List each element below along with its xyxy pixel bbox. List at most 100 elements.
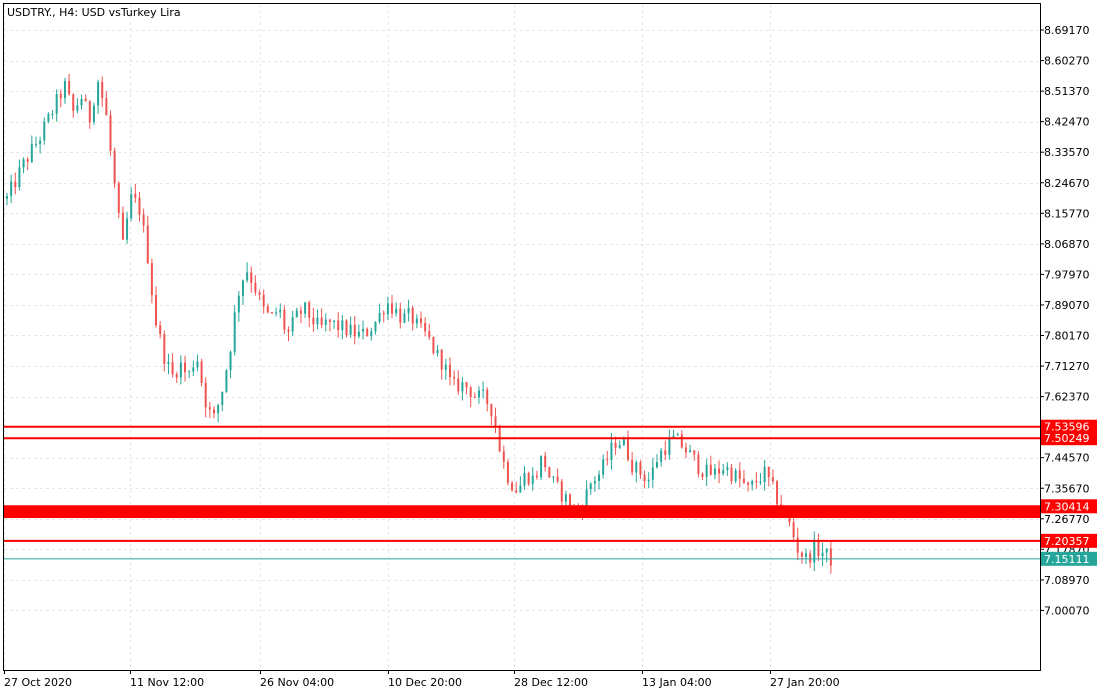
candle [506, 459, 509, 486]
candle [829, 541, 832, 574]
candle [709, 455, 712, 476]
candle [742, 470, 745, 485]
candle [544, 451, 547, 472]
candle [556, 468, 559, 484]
candle [171, 353, 174, 378]
candle [535, 470, 538, 480]
candle [382, 310, 385, 323]
candle [126, 211, 129, 244]
candle [246, 262, 249, 283]
candle [254, 275, 257, 296]
candle [490, 403, 493, 426]
candle [713, 463, 716, 480]
y-tick-label: 8.60270 [1044, 55, 1090, 68]
candle [130, 187, 133, 222]
candle [465, 381, 468, 395]
candle [738, 462, 741, 488]
candle [92, 102, 95, 125]
y-tick-label: 8.51370 [1044, 85, 1090, 98]
support-resistance-levels[interactable] [4, 425, 1040, 560]
candle [316, 309, 319, 330]
candle [155, 286, 158, 328]
candle [146, 215, 149, 265]
candle [527, 471, 530, 486]
level-price-tag: 7.30414 [1041, 499, 1097, 514]
candle [411, 305, 414, 331]
candle [179, 355, 182, 385]
candle [407, 299, 410, 322]
candle [241, 279, 244, 305]
candle [378, 303, 381, 324]
y-tick-label: 7.97970 [1044, 268, 1090, 281]
candlesticks [6, 73, 832, 574]
candle [448, 357, 451, 386]
candle [287, 326, 290, 342]
candle [18, 159, 21, 191]
candle [792, 517, 795, 541]
candle [109, 110, 112, 156]
candle [747, 481, 750, 492]
level-price-tag: 7.53596 [1041, 419, 1097, 434]
candle [477, 386, 480, 404]
y-tick-label: 7.89070 [1044, 299, 1090, 312]
candle [221, 391, 224, 412]
candle [399, 302, 402, 329]
candle [30, 135, 33, 164]
candle [138, 191, 141, 222]
svg-text:7.20357: 7.20357 [1044, 535, 1090, 548]
candle [295, 307, 298, 318]
candle [589, 482, 592, 495]
candle [208, 401, 211, 418]
candle [279, 303, 282, 319]
candle [192, 360, 195, 377]
candle [461, 377, 464, 401]
candle [759, 473, 762, 486]
candle [639, 460, 642, 480]
candle [217, 403, 220, 423]
resistance-zone[interactable] [4, 506, 1040, 519]
candle [672, 429, 675, 439]
candle [304, 301, 307, 318]
candle [22, 157, 25, 174]
candle [523, 466, 526, 490]
y-tick-label: 8.24670 [1044, 177, 1090, 190]
candle [43, 117, 46, 145]
y-tick-label: 8.69170 [1044, 24, 1090, 37]
candle [432, 336, 435, 355]
candle [386, 296, 389, 321]
candle [718, 460, 721, 484]
candle [730, 463, 733, 485]
candle [701, 472, 704, 481]
candle [97, 79, 100, 114]
y-tick-label: 8.42470 [1044, 116, 1090, 129]
candle [362, 320, 365, 340]
plot-frame [3, 3, 1041, 671]
candle [258, 289, 261, 301]
candle [250, 266, 253, 293]
candle [424, 317, 427, 337]
candle [34, 136, 37, 148]
candle [370, 327, 373, 341]
candle [349, 316, 352, 338]
candle [494, 407, 497, 434]
candle [291, 310, 294, 336]
candle [39, 136, 42, 154]
candle [693, 450, 696, 461]
candle [705, 458, 708, 486]
candle [374, 321, 377, 335]
candle [734, 468, 737, 483]
candle [767, 466, 770, 487]
candle [337, 312, 340, 338]
x-tick-label: 28 Dec 12:00 [514, 676, 588, 689]
candle [237, 291, 240, 322]
candle [548, 466, 551, 478]
candle [776, 479, 779, 507]
candle [68, 73, 71, 96]
candle [697, 450, 700, 478]
candle [821, 542, 824, 567]
candle [84, 94, 87, 102]
candle [444, 358, 447, 380]
